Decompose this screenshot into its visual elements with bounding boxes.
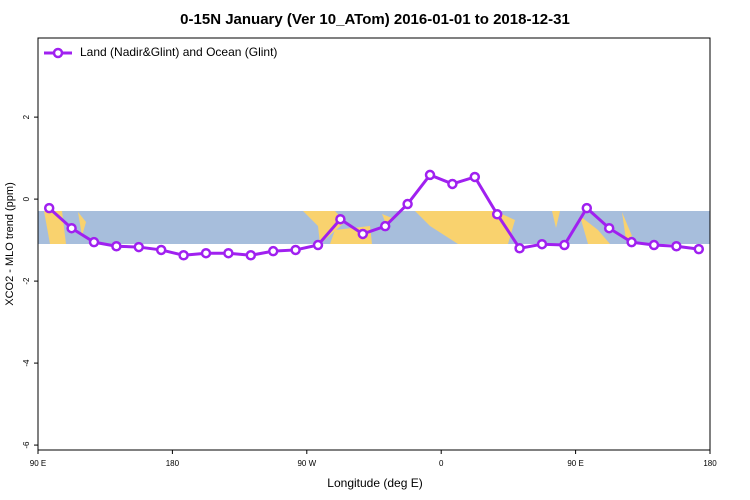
data-point [312, 239, 324, 251]
chart-title: 0-15N January (Ver 10_ATom) 2016-01-01 t… [180, 11, 570, 28]
data-point [402, 198, 413, 210]
data-point [424, 169, 436, 181]
legend-label: Land (Nadir&Glint) and Ocean (Glint) [80, 45, 277, 59]
data-point [559, 239, 570, 251]
data-point [447, 178, 458, 190]
data-point [200, 247, 212, 259]
data-point [111, 241, 122, 252]
y-tick-label: 0 [22, 196, 31, 201]
x-tick-label: 90 E [30, 459, 46, 468]
y-tick-label: -2 [22, 277, 31, 285]
data-point [491, 209, 503, 220]
data-point [581, 202, 593, 214]
data-point [155, 244, 167, 256]
data-point [178, 250, 189, 261]
x-tick-label: 90 E [567, 459, 583, 468]
y-tick-label: 2 [22, 114, 31, 119]
x-tick-label: 180 [166, 459, 180, 468]
data-point [267, 245, 279, 257]
data-point [469, 171, 481, 183]
y-tick-label: -6 [22, 441, 31, 449]
data-point [66, 222, 77, 234]
x-tick-label: 0 [439, 459, 444, 468]
data-point [626, 236, 637, 248]
y-tick-label: -4 [22, 359, 31, 367]
data-point [290, 244, 301, 256]
data-point [335, 213, 346, 225]
data-point [648, 239, 660, 251]
legend-marker [52, 47, 64, 59]
x-tick-label: 90 W [297, 459, 316, 468]
data-point [671, 241, 682, 252]
data-point [88, 236, 100, 248]
data-point [223, 247, 234, 259]
data-point [693, 243, 705, 255]
x-axis-label: Longitude (deg E) [327, 476, 422, 490]
data-point [536, 238, 548, 250]
data-point [245, 250, 257, 261]
data-point [514, 243, 525, 254]
x-tick-label: 180 [703, 459, 717, 468]
data-point [133, 241, 145, 253]
data-point [357, 228, 369, 240]
data-point [379, 220, 391, 232]
data-point [43, 202, 55, 214]
y-axis-label: XCO2 - MLO trend (ppm) [4, 182, 16, 305]
plot-frame [37, 37, 711, 451]
data-point [603, 222, 615, 234]
